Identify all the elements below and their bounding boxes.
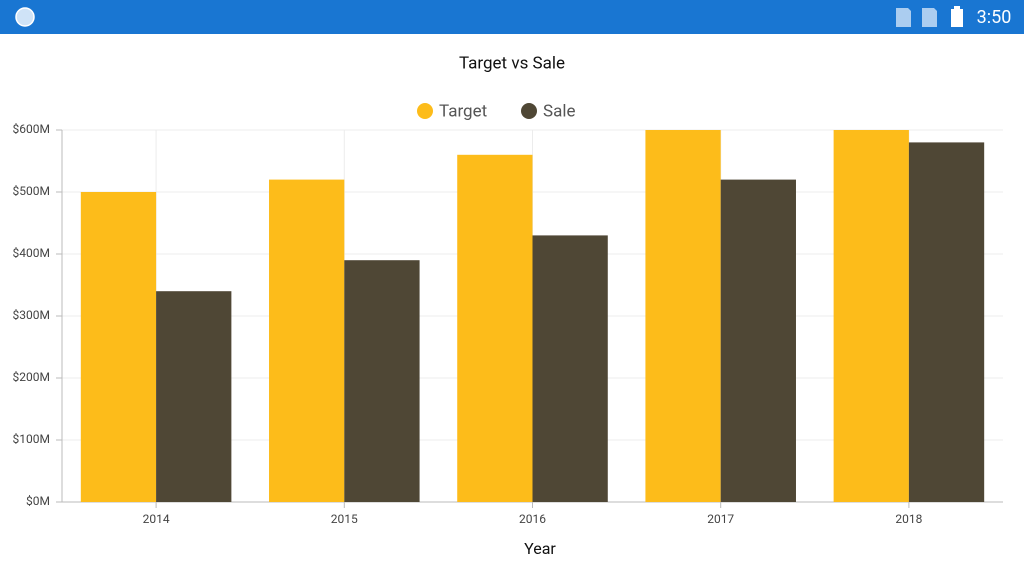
legend-marker	[417, 103, 433, 119]
x-tick-label: 2018	[895, 512, 922, 526]
legend-label: Target	[439, 101, 487, 121]
bar	[833, 130, 909, 502]
bar	[532, 235, 608, 502]
status-icons	[896, 6, 963, 27]
bar	[720, 179, 796, 502]
app-icon	[15, 7, 35, 27]
bar	[156, 291, 232, 502]
legend-label: Sale	[543, 101, 576, 121]
bar	[645, 130, 721, 502]
y-tick-label: $200M	[13, 370, 50, 384]
clock: 3:50	[977, 7, 1012, 28]
bar	[457, 154, 533, 503]
chart-title: Target vs Sale	[459, 53, 565, 73]
legend-marker	[521, 103, 537, 119]
y-tick-label: $500M	[13, 184, 50, 198]
x-tick-label: 2017	[707, 512, 734, 526]
y-tick-label: $100M	[13, 432, 50, 446]
y-tick-label: $0M	[26, 494, 50, 508]
bar	[80, 192, 157, 502]
x-tick-label: 2015	[331, 512, 358, 526]
x-tick-label: 2016	[519, 512, 546, 526]
y-tick-label: $400M	[13, 246, 50, 260]
bar	[269, 179, 345, 502]
bar	[344, 260, 420, 502]
y-tick-label: $300M	[13, 308, 50, 322]
x-axis-title: Year	[524, 539, 556, 558]
status-bar	[0, 0, 1024, 34]
y-tick-label: $600M	[13, 122, 50, 136]
bar	[908, 142, 985, 502]
x-tick-label: 2014	[143, 512, 170, 526]
